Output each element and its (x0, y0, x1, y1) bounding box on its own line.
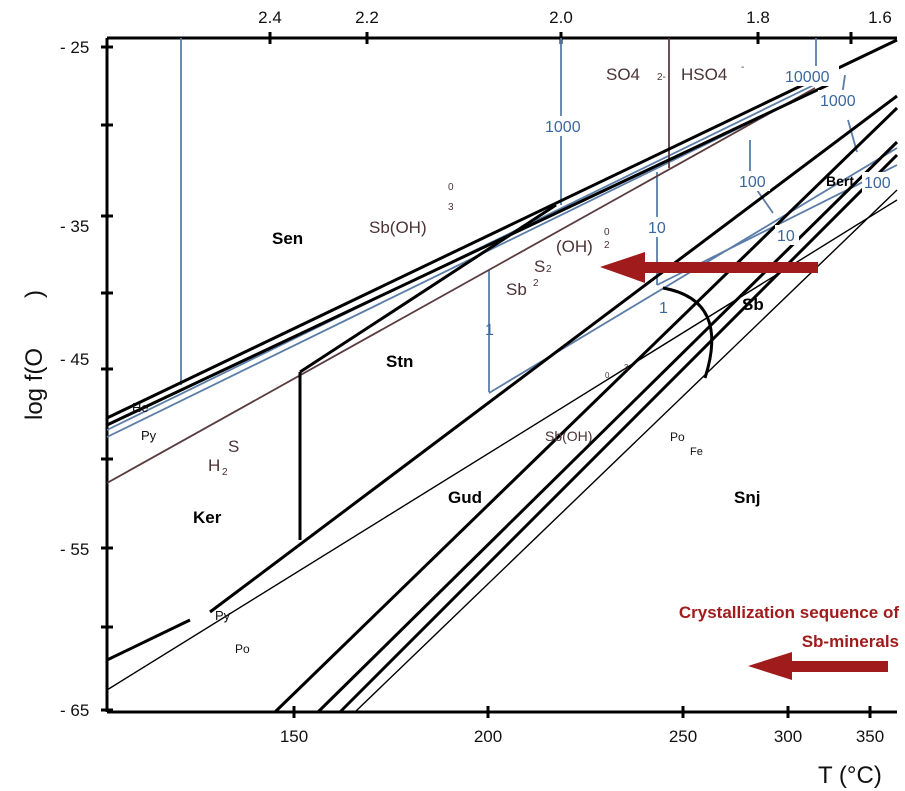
mineral-label-po: Po (235, 642, 250, 656)
field-label-bert: Bert (826, 173, 854, 189)
isoline-labels: 10000 1000 1000 100 100 10 10 1 1 (485, 66, 892, 339)
arrow-legend (748, 652, 888, 680)
x-top-tick-label: 1.8 (746, 8, 770, 27)
species-label-sb2: Sb (506, 280, 527, 299)
field-labels: Sen Stn Ker Gud Snj Sb Bert (193, 173, 854, 527)
x-top-tick-label: 2.0 (549, 8, 573, 27)
species-label-sboh3: Sb(OH) (369, 218, 427, 237)
species-label-h2s: H (208, 456, 220, 475)
isoline-label: 1000 (545, 119, 581, 136)
isoline-label: 100 (739, 174, 766, 191)
y-axis-title: log f(O ) (21, 290, 48, 420)
field-label-sen: Sen (272, 229, 303, 248)
species-label-sboh3: Sb(OH) (545, 428, 592, 444)
x-tick-label: 250 (669, 727, 697, 746)
y-tick-label: - 45 (60, 350, 89, 369)
isoline-label: 1 (659, 300, 668, 317)
x-tick-label: 150 (280, 727, 308, 746)
species-subscript: 2 (222, 467, 228, 478)
mineral-label-he: He (132, 400, 149, 415)
mineral-label-fe: Fe (690, 446, 703, 458)
species-label-h2s: S (228, 437, 239, 456)
x-top-tick-label: 2.2 (355, 8, 379, 27)
x-tick-label: 200 (474, 727, 502, 746)
isoline-label: 10 (648, 220, 666, 237)
x-axis-label: T (°C) (818, 762, 882, 789)
species-label-hso4: HSO4 (681, 65, 727, 84)
mineral-label-py: Py (215, 608, 231, 623)
x-top-tick-label: 2.4 (258, 8, 282, 27)
isoline-label: 10000 (785, 69, 830, 86)
species-labels: SO4 2- HSO4 - Sb(OH) 0 3 (OH) 0 2 S 2 Sb… (208, 62, 744, 478)
species-subscript: 3 (448, 202, 454, 213)
y-tick-labels: - 25 - 35 - 45 - 55 - 65 (60, 38, 89, 720)
field-label-snj: Snj (734, 488, 760, 507)
mineral-label-py: Py (141, 428, 157, 443)
field-label-gud: Gud (448, 488, 482, 507)
isoline-label: 1 (485, 322, 494, 339)
y-axis-label: log f(O (21, 348, 48, 420)
y-tick-label: - 65 (60, 701, 89, 720)
x-tick-label: 350 (856, 727, 884, 746)
species-superscript: 0 (605, 371, 610, 380)
species-superscript: 0 (448, 182, 454, 193)
y-tick-label: - 35 (60, 217, 89, 236)
species-superscript: 0 (604, 227, 610, 238)
mineral-label-po: Po (670, 430, 685, 444)
species-boundaries (106, 38, 816, 484)
species-superscript: 3 (624, 363, 629, 372)
mineral-labels: He Py Py Po Po Fe (132, 400, 703, 656)
mineral-boundaries (106, 38, 899, 714)
species-label-s2: S (534, 257, 545, 276)
isoline-label: 10 (777, 228, 795, 245)
y-axis-label-close: ) (21, 290, 48, 298)
isoline-label: 1000 (820, 93, 856, 110)
x-tick-labels-bottom: 150 200 250 300 350 (280, 727, 884, 746)
species-label-so4: SO4 (606, 65, 640, 84)
x-tick-labels-top: 2.4 2.2 2.0 1.8 1.6 (258, 8, 892, 27)
y-tick-label: - 55 (60, 540, 89, 559)
species-charge: - (741, 62, 744, 73)
species-charge: 2- (657, 72, 666, 83)
field-label-sb: Sb (742, 295, 764, 314)
x-top-tick-label: 1.6 (868, 8, 892, 27)
annotation: Crystallization sequence of Sb-minerals (679, 603, 899, 651)
arrow-main (600, 252, 818, 283)
species-subscript: 2 (546, 264, 552, 275)
species-label-oh2: (OH) (556, 237, 593, 256)
y-tick-label: - 25 (60, 38, 89, 57)
x-tick-label: 300 (774, 727, 802, 746)
field-label-stn: Stn (386, 352, 413, 371)
axes-frame (101, 32, 897, 718)
annotation-line: Sb-minerals (802, 632, 899, 651)
annotation-line: Crystallization sequence of (679, 603, 899, 622)
species-subscript: 2 (533, 278, 539, 289)
species-subscript: 2 (604, 240, 610, 251)
field-label-ker: Ker (193, 508, 222, 527)
isoline-label: 100 (864, 175, 891, 192)
